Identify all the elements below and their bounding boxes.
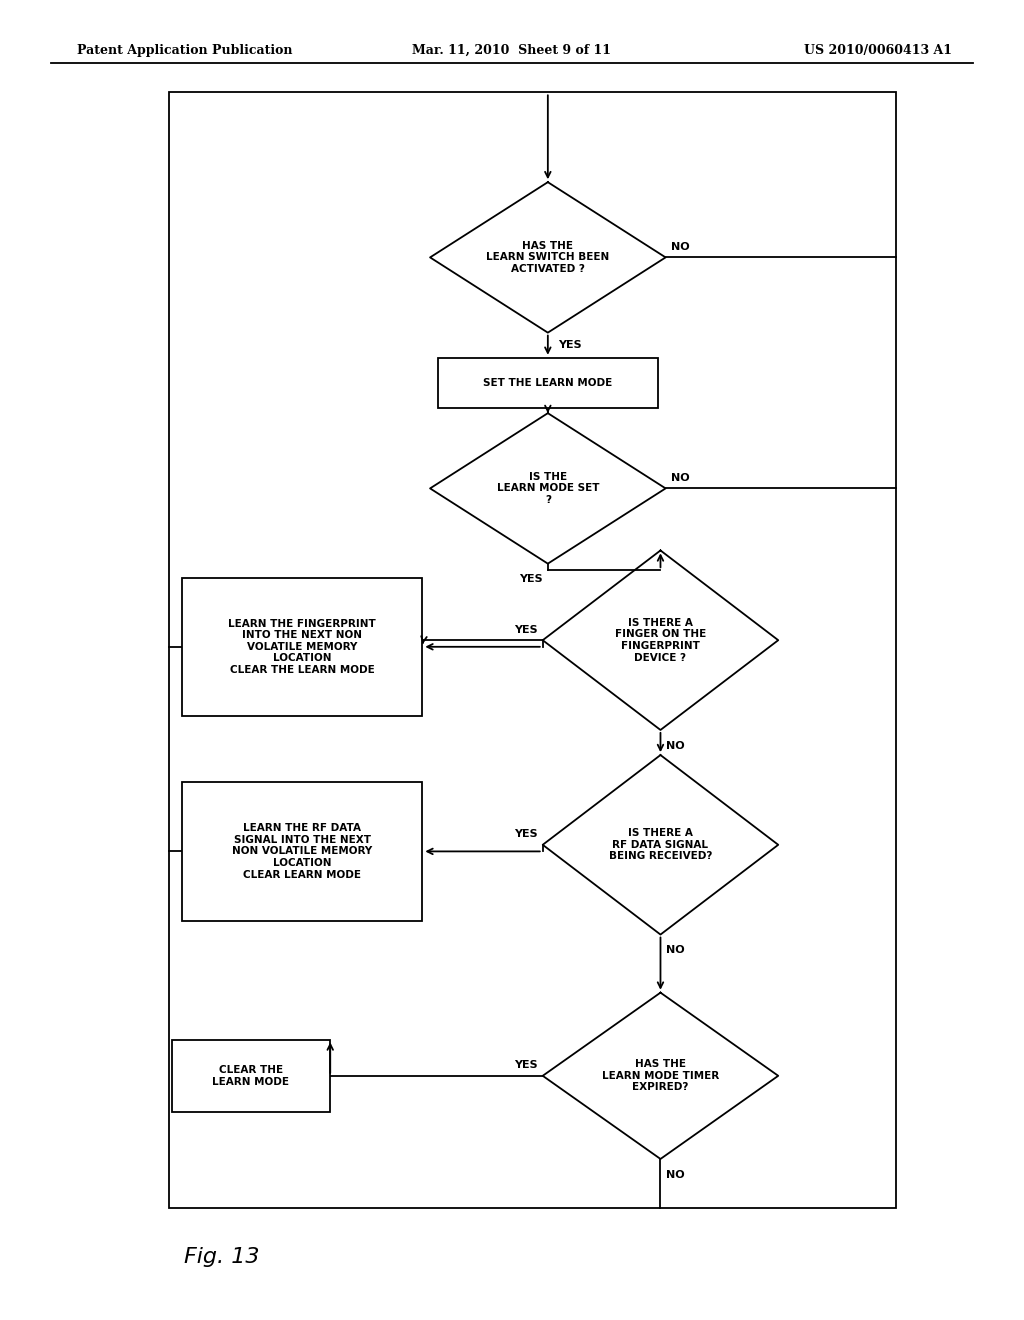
Text: Mar. 11, 2010  Sheet 9 of 11: Mar. 11, 2010 Sheet 9 of 11 bbox=[413, 44, 611, 57]
Bar bbox=[182, 578, 422, 715]
Text: LEARN THE FINGERPRINT
INTO THE NEXT NON
VOLATILE MEMORY
LOCATION
CLEAR THE LEARN: LEARN THE FINGERPRINT INTO THE NEXT NON … bbox=[228, 619, 376, 675]
Bar bbox=[171, 1040, 330, 1111]
Polygon shape bbox=[430, 182, 666, 333]
Polygon shape bbox=[543, 993, 778, 1159]
Text: YES: YES bbox=[514, 829, 538, 840]
Text: US 2010/0060413 A1: US 2010/0060413 A1 bbox=[804, 44, 952, 57]
Text: IS THERE A
RF DATA SIGNAL
BEING RECEIVED?: IS THERE A RF DATA SIGNAL BEING RECEIVED… bbox=[609, 828, 712, 862]
Text: IS THE
LEARN MODE SET
?: IS THE LEARN MODE SET ? bbox=[497, 471, 599, 506]
Text: HAS THE
LEARN SWITCH BEEN
ACTIVATED ?: HAS THE LEARN SWITCH BEEN ACTIVATED ? bbox=[486, 240, 609, 275]
Text: SET THE LEARN MODE: SET THE LEARN MODE bbox=[483, 378, 612, 388]
Bar bbox=[438, 358, 658, 408]
Text: YES: YES bbox=[519, 574, 543, 585]
Text: HAS THE
LEARN MODE TIMER
EXPIRED?: HAS THE LEARN MODE TIMER EXPIRED? bbox=[602, 1059, 719, 1093]
Text: YES: YES bbox=[558, 341, 582, 350]
Bar bbox=[182, 781, 422, 921]
Polygon shape bbox=[430, 413, 666, 564]
Text: NO: NO bbox=[666, 945, 684, 956]
Text: IS THERE A
FINGER ON THE
FINGERPRINT
DEVICE ?: IS THERE A FINGER ON THE FINGERPRINT DEV… bbox=[614, 618, 707, 663]
Text: LEARN THE RF DATA
SIGNAL INTO THE NEXT
NON VOLATILE MEMORY
LOCATION
CLEAR LEARN : LEARN THE RF DATA SIGNAL INTO THE NEXT N… bbox=[232, 824, 372, 879]
Text: NO: NO bbox=[671, 473, 689, 483]
Text: NO: NO bbox=[666, 1170, 684, 1180]
Polygon shape bbox=[543, 550, 778, 730]
Text: YES: YES bbox=[514, 1060, 538, 1071]
Text: Patent Application Publication: Patent Application Publication bbox=[77, 44, 292, 57]
Polygon shape bbox=[543, 755, 778, 935]
Text: YES: YES bbox=[514, 624, 538, 635]
Text: NO: NO bbox=[671, 242, 689, 252]
Text: Fig. 13: Fig. 13 bbox=[184, 1247, 260, 1267]
Text: NO: NO bbox=[666, 741, 684, 751]
Bar bbox=[169, 92, 896, 1208]
Text: CLEAR THE
LEARN MODE: CLEAR THE LEARN MODE bbox=[212, 1065, 290, 1086]
